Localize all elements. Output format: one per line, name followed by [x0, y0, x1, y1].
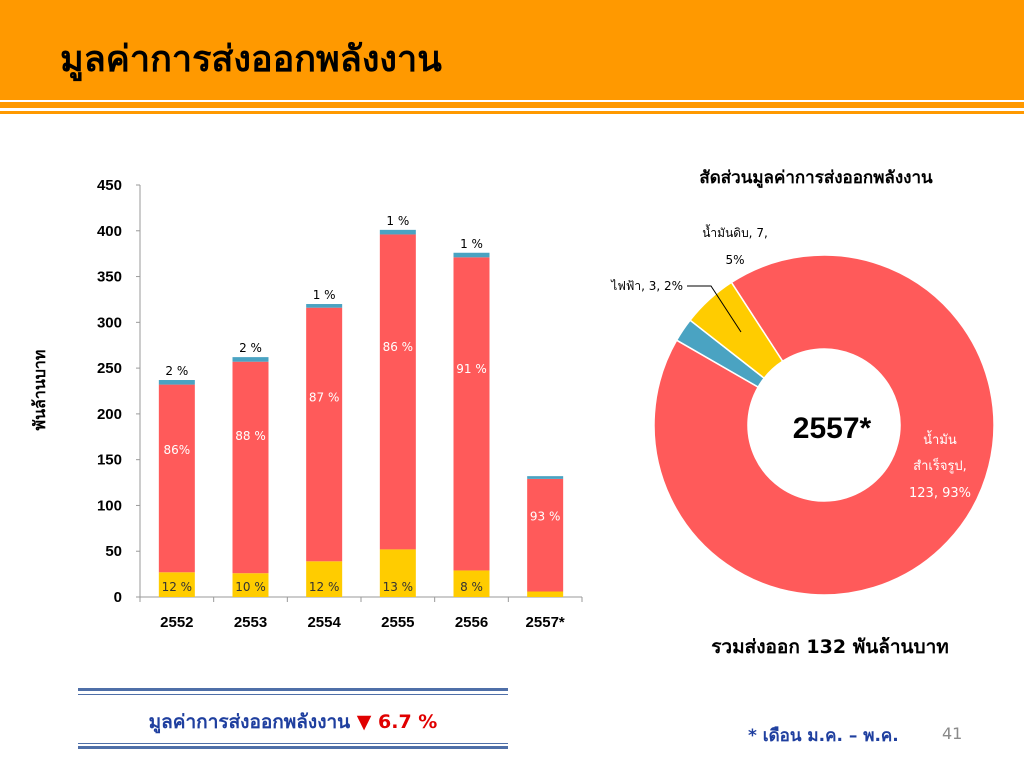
data-label: 87 %: [309, 391, 340, 405]
data-label: 13 %: [383, 580, 414, 594]
bar-segment: [232, 573, 269, 597]
data-label: 2 %: [239, 341, 262, 355]
x-tick-label: 2555: [381, 614, 414, 631]
y-tick-label: 150: [97, 452, 122, 469]
data-label: 12 %: [162, 580, 193, 594]
data-label: 93 %: [530, 510, 561, 524]
slice-label: ไฟฟ้า, 3, 2%: [610, 279, 683, 293]
bar-segment: [158, 380, 195, 385]
total-export: รวมส่งออก 132 พันล้านบาท: [711, 636, 949, 658]
x-tick-label: 2553: [234, 614, 267, 631]
bar-segment: [453, 570, 490, 597]
x-tick-label: 2556: [455, 614, 488, 631]
y-tick-label: 300: [97, 314, 122, 331]
y-tick-label: 450: [97, 177, 122, 194]
data-label: 12 %: [309, 580, 340, 594]
data-label: 91 %: [456, 362, 487, 376]
x-tick-label: 2552: [160, 614, 193, 631]
y-tick-label: 0: [114, 589, 122, 606]
bar-segment: [232, 357, 269, 362]
data-label: 86%: [163, 443, 190, 457]
summary-rule: [78, 746, 508, 749]
bar-segment: [527, 476, 564, 479]
bar-segment: [379, 234, 416, 550]
header-divider-thin: [0, 111, 1024, 114]
bar-segment: [306, 561, 343, 597]
page-number: 41: [942, 724, 963, 743]
y-tick-label: 400: [97, 223, 122, 240]
data-label: 1 %: [313, 288, 336, 302]
bar-segment: [453, 257, 490, 571]
data-label: 2 %: [165, 364, 188, 378]
summary-rule: [78, 743, 508, 744]
slice-label: น้ำมัน: [923, 430, 957, 448]
y-tick-label: 100: [97, 497, 122, 514]
slice-label: 5%: [725, 253, 744, 267]
data-label: 1 %: [460, 237, 483, 251]
x-tick-label: 2554: [307, 614, 341, 631]
data-label: 8 %: [460, 580, 483, 594]
slice-label: 123, 93%: [909, 486, 971, 501]
data-label: 86 %: [383, 340, 414, 354]
bar-segment: [527, 591, 564, 597]
header-bar: [0, 0, 1024, 100]
y-tick-label: 50: [105, 543, 122, 560]
data-label: 1 %: [386, 214, 409, 228]
down-arrow-icon: ▼: [356, 711, 372, 733]
slice-label: น้ำมันดิบ, 7,: [702, 224, 768, 240]
y-tick-label: 200: [97, 406, 122, 423]
header-divider: [0, 102, 1024, 108]
donut-center-label: 2557*: [793, 412, 872, 445]
slice-label: สำเร็จรูป,: [913, 456, 967, 474]
bar-segment: [158, 384, 195, 573]
bar-segment: [306, 307, 343, 562]
change-value: 6.7 %: [378, 711, 438, 733]
change-summary-box: มูลค่าการส่งออกพลังงาน ▼ 6.7 %: [78, 688, 508, 750]
donut-slice: [689, 281, 784, 380]
summary-rule: [78, 688, 508, 691]
footnote: * เดือน ม.ค. – พ.ค.: [748, 726, 899, 746]
x-tick-label: 2557*: [526, 614, 565, 631]
y-axis-title: พันล้านบาท: [30, 350, 49, 431]
bar-segment: [453, 252, 490, 258]
y-tick-label: 350: [97, 269, 122, 286]
bar-segment: [306, 304, 343, 308]
donut-slice: [653, 254, 995, 596]
summary-rule: [78, 694, 508, 695]
donut-title: สัดส่วนมูลค่าการส่งออกพลังงาน: [699, 168, 933, 189]
bar-segment: [158, 572, 195, 597]
bar-segment: [379, 229, 416, 235]
bar-segment: [232, 361, 269, 574]
data-label: 10 %: [235, 580, 266, 594]
bar-segment: [527, 478, 564, 592]
data-label: 88 %: [235, 429, 266, 443]
y-tick-label: 250: [97, 360, 122, 377]
leader-line: [687, 285, 742, 333]
change-label: มูลค่าการส่งออกพลังงาน: [148, 711, 351, 733]
change-summary: มูลค่าการส่งออกพลังงาน ▼ 6.7 %: [78, 707, 508, 737]
page-title: มูลค่าการส่งออกพลังงาน: [60, 39, 442, 80]
bar-segment: [379, 549, 416, 597]
